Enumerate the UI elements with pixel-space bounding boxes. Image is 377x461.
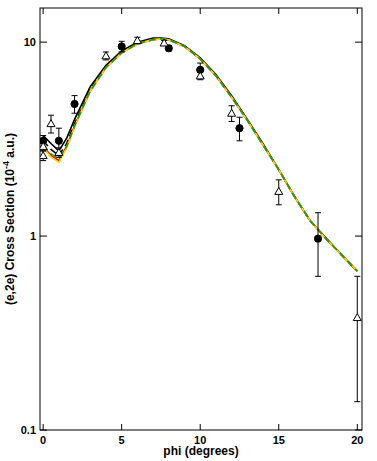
x-tick [121, 424, 122, 430]
error-bar [229, 106, 235, 122]
data-point [314, 235, 321, 242]
y-axis-label-part: (e,2e) Cross Section (10 [3, 169, 17, 305]
data-point [353, 314, 361, 321]
y-tick [40, 42, 47, 43]
data-point [196, 72, 204, 79]
error-bar [72, 96, 78, 114]
data-point [133, 36, 141, 43]
data-point [275, 187, 283, 194]
x-tick [43, 424, 44, 430]
error-bar [354, 276, 360, 401]
x-tick [278, 424, 279, 430]
y-tick [355, 236, 362, 237]
plot-area [40, 36, 361, 401]
data-point [118, 43, 125, 50]
data-point [40, 142, 47, 149]
data-point [160, 39, 168, 46]
error-bar [276, 180, 282, 205]
error-bar [48, 115, 54, 133]
x-tick [278, 8, 279, 14]
data-point [71, 100, 78, 107]
data-point [102, 52, 110, 59]
data-point [40, 152, 47, 159]
chart: 051015200.1110phi (degrees)(e,2e) Cross … [0, 0, 377, 461]
x-tick-label: 15 [273, 434, 285, 446]
x-tick [200, 8, 201, 14]
y-tick-label: 10 [24, 36, 36, 48]
theory-curve [43, 39, 357, 271]
y-tick [40, 236, 47, 237]
x-tick [200, 424, 201, 430]
x-tick-label: 5 [119, 434, 125, 446]
y-tick-label: 0.1 [21, 424, 36, 436]
error-bar [315, 213, 321, 277]
error-bar [40, 151, 46, 161]
y-tick [355, 430, 362, 431]
error-bar [134, 37, 140, 44]
theory-curve [43, 39, 357, 271]
theory-curve [43, 39, 357, 271]
error-bar [103, 52, 109, 60]
y-axis-label-part: a.u.) [3, 133, 17, 161]
error-bar [119, 41, 125, 52]
y-axis-label: (e,2e) Cross Section (10-4 a.u.) [1, 133, 17, 305]
theory-curve [43, 38, 357, 271]
error-bar [197, 72, 203, 80]
data-point [55, 148, 63, 155]
error-bar [56, 148, 62, 157]
error-bar [56, 128, 62, 155]
data-point [236, 125, 243, 132]
data-point [47, 120, 55, 127]
x-axis-label: phi (degrees) [163, 444, 238, 458]
y-axis-label-part: -4 [1, 161, 11, 169]
y-tick-label: 1 [30, 230, 36, 242]
theory-curve [43, 39, 357, 271]
error-bar [236, 117, 242, 141]
y-tick [40, 430, 47, 431]
plot-frame [40, 8, 362, 430]
data-point [55, 137, 62, 144]
x-tick [121, 8, 122, 14]
x-tick [43, 8, 44, 14]
x-tick-label: 0 [40, 434, 46, 446]
x-tick-label: 20 [351, 434, 363, 446]
data-point [228, 109, 236, 116]
x-tick [357, 8, 358, 14]
x-tick [357, 424, 358, 430]
error-bar [40, 142, 46, 151]
y-tick [355, 42, 362, 43]
